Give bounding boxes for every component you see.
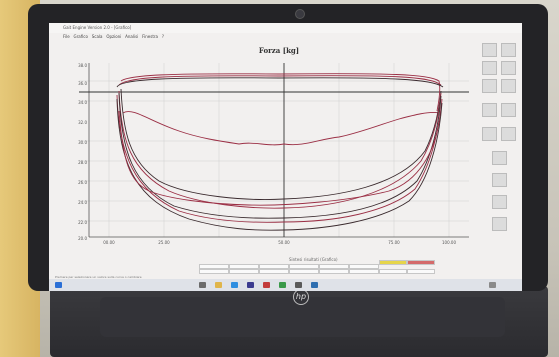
table-cell <box>379 269 407 274</box>
force-curve <box>118 92 442 219</box>
y-tick-labels: 38.0 36.0 34.0 32.0 30.0 28.0 26.0 24.0 … <box>78 63 87 241</box>
x-tick-label: 75.00 <box>388 240 400 245</box>
tool-button[interactable] <box>501 103 516 117</box>
hp-logo-icon: hp <box>293 289 309 305</box>
windows-start-icon[interactable] <box>55 282 62 288</box>
app-icon[interactable] <box>263 282 270 288</box>
table-cell <box>349 269 379 274</box>
y-tick-label: 32.0 <box>78 120 87 125</box>
menu-item-analisi[interactable]: Analisi <box>125 34 139 39</box>
force-curve <box>120 73 441 112</box>
y-tick-label: 20.0 <box>78 236 87 241</box>
tool-button[interactable] <box>482 103 497 117</box>
x-tick-label: 25.00 <box>158 240 170 245</box>
table-cell <box>407 269 435 274</box>
tool-button[interactable] <box>482 127 497 141</box>
force-curve <box>116 77 444 88</box>
force-curve <box>118 110 440 206</box>
app-icon[interactable] <box>295 282 302 288</box>
table-cell-highlight <box>407 260 435 265</box>
tool-button[interactable] <box>492 217 507 231</box>
menu-item-finestra[interactable]: Finestra <box>142 34 158 39</box>
force-curve <box>116 94 443 223</box>
x-tick-label: 100.00 <box>442 240 456 245</box>
menu-item-file[interactable]: File <box>63 34 70 39</box>
table-cell <box>319 264 349 269</box>
menu-item-opzioni[interactable]: Opzioni <box>106 34 122 39</box>
y-tick-label: 38.0 <box>78 63 87 68</box>
chart-title: Forza [kg] <box>259 46 299 55</box>
table-cell <box>229 269 259 274</box>
status-bar: Premere per selezionare un valore sulla … <box>55 275 142 279</box>
windows-taskbar <box>49 279 522 291</box>
x-tick-labels: 00.00 25.00 50.00 75.00 100.00 <box>103 240 456 245</box>
y-tick-label: 30.0 <box>78 140 87 145</box>
webcam <box>295 9 305 19</box>
force-curve <box>122 111 440 146</box>
force-chart: Forza [kg] 38.0 36.0 34.0 32.0 30.0 2 <box>78 46 469 245</box>
table-cell <box>289 264 319 269</box>
menu-item-scala[interactable]: Scala <box>91 34 103 39</box>
x-tick-label: 00.00 <box>103 240 115 245</box>
table-cell <box>289 269 319 274</box>
window-titlebar: Gait Engine Version 2.0 - [Grafico] <box>49 23 522 33</box>
force-curve <box>120 88 442 200</box>
table-cell <box>259 269 289 274</box>
tool-button[interactable] <box>501 61 516 75</box>
tray-icon[interactable] <box>489 282 496 288</box>
tool-panel <box>482 43 520 251</box>
app-icon[interactable] <box>311 282 318 288</box>
force-curve <box>118 75 442 86</box>
tool-button[interactable] <box>482 79 497 93</box>
tool-button[interactable] <box>501 79 516 93</box>
table-cell <box>349 264 379 269</box>
results-table-title: Sintesi risultati (Grafico) <box>289 257 338 262</box>
x-tick-label: 50.00 <box>278 240 290 245</box>
menu-item-grafico[interactable]: Grafico <box>73 34 88 39</box>
table-cell <box>199 264 229 269</box>
tool-button[interactable] <box>482 43 497 57</box>
y-tick-label: 24.0 <box>78 200 87 205</box>
folder-icon[interactable] <box>215 282 222 288</box>
tool-button[interactable] <box>492 151 507 165</box>
table-cell <box>259 264 289 269</box>
laptop-screen: Gait Engine Version 2.0 - [Grafico] File… <box>49 23 522 291</box>
chart-grid <box>79 63 469 237</box>
table-cell <box>319 269 349 274</box>
tool-button[interactable] <box>492 173 507 187</box>
menu-item-help[interactable]: ? <box>161 34 164 39</box>
y-tick-label: 22.0 <box>78 220 87 225</box>
force-curve <box>118 90 442 209</box>
y-tick-label: 28.0 <box>78 160 87 165</box>
tool-button[interactable] <box>492 195 507 209</box>
menu-bar: File Grafico Scala Opzioni Analisi Fines… <box>49 33 522 41</box>
y-tick-label: 34.0 <box>78 100 87 105</box>
tool-button[interactable] <box>482 61 497 75</box>
table-cell <box>229 264 259 269</box>
tool-button[interactable] <box>501 127 516 141</box>
results-table: Sintesi risultati (Grafico) <box>199 257 439 277</box>
tool-button[interactable] <box>501 43 516 57</box>
force-curves <box>116 73 444 231</box>
search-icon[interactable] <box>199 282 206 288</box>
app-icon[interactable] <box>247 282 254 288</box>
force-curve <box>116 98 443 231</box>
table-cell <box>199 269 229 274</box>
y-tick-label: 36.0 <box>78 81 87 86</box>
table-cell-highlight <box>379 260 407 265</box>
app-icon[interactable] <box>279 282 286 288</box>
browser-icon[interactable] <box>231 282 238 288</box>
y-tick-label: 26.0 <box>78 180 87 185</box>
